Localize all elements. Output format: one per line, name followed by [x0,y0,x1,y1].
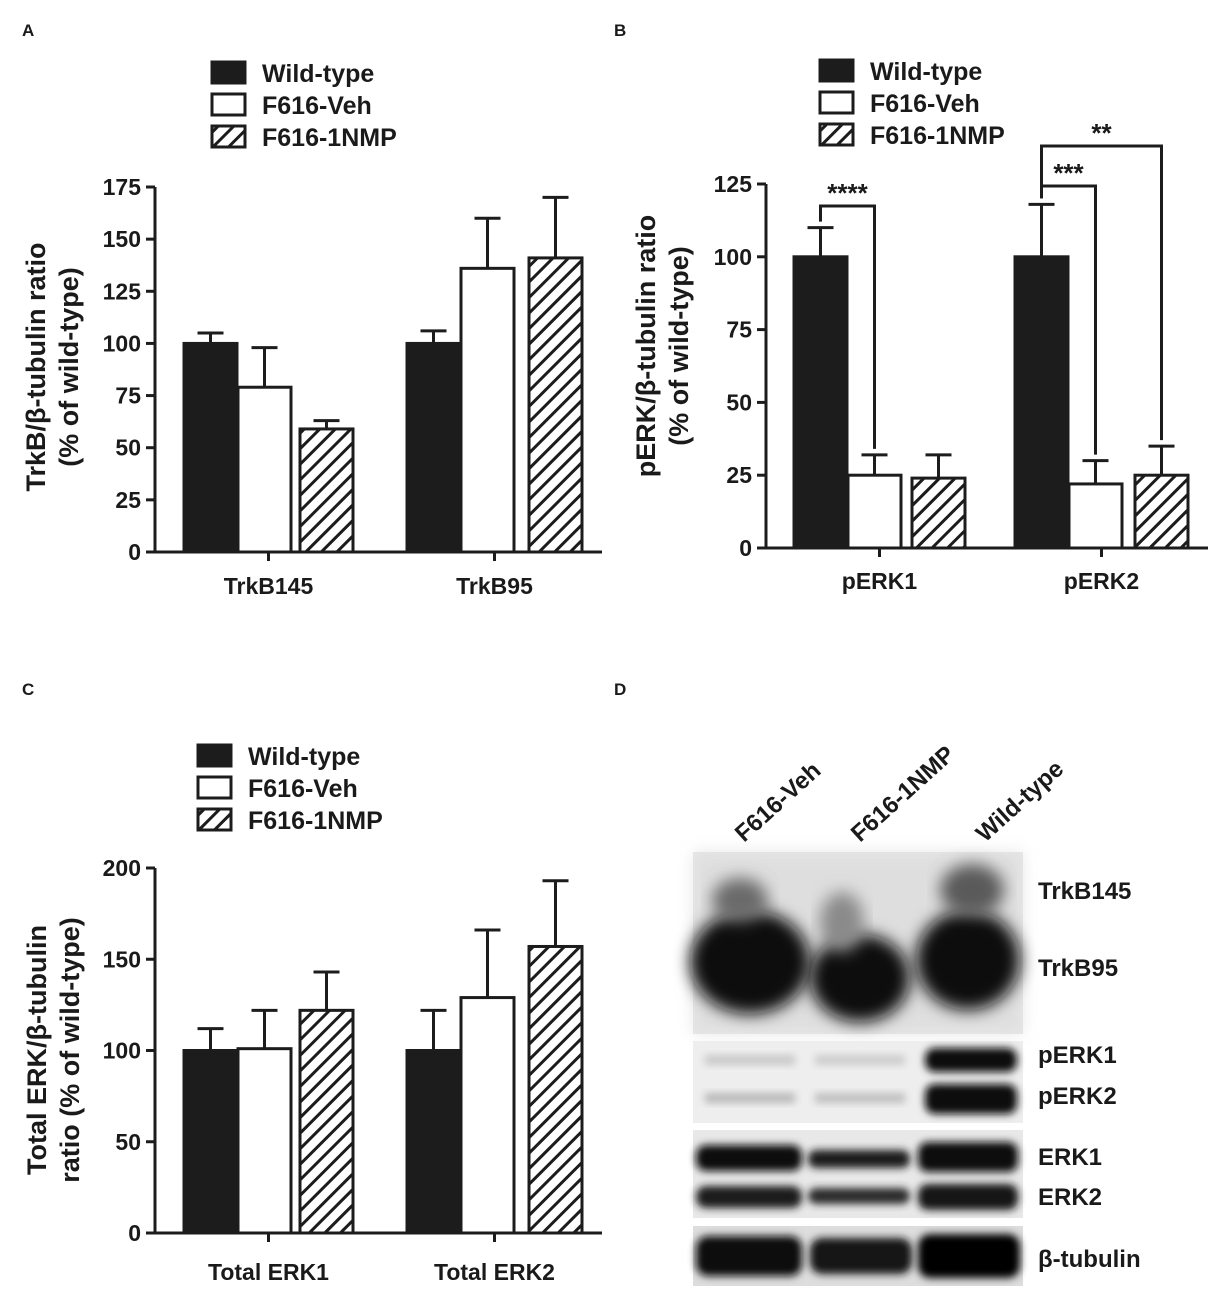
bar [1013,255,1070,550]
bar [459,996,516,1235]
y-tick-label: 50 [726,389,752,415]
blot-strip-erk [693,1130,1023,1218]
panel-letter-d: D [614,680,626,699]
y-tick-label: 125 [714,171,753,197]
bar [846,473,903,550]
lane-label-3: Wild-type [971,755,1069,847]
y-axis-title-line: pERK/β-tubulin ratio [631,215,661,477]
bar [1067,482,1124,550]
significance-label: **** [827,178,868,208]
chart-b: 0 25 50 75 100 125 pERK/β-tubulin ratio (% of w… [631,58,1208,594]
legend-swatch [210,124,247,149]
band-label-erk2: ERK2 [1038,1184,1102,1211]
y-tick-label: 150 [103,946,141,972]
y-tick-label: 50 [115,435,141,461]
y-tick-label: 100 [714,244,752,270]
bar [527,256,584,554]
legend-swatch [196,775,233,800]
bar [910,476,967,550]
legend-label: F616-1NMP [262,124,397,152]
significance-bracket [1040,144,1163,441]
band-label-perk2: pERK2 [1038,1083,1117,1110]
legend-swatch [818,58,855,83]
bar [182,1049,239,1235]
bar [792,255,849,550]
x-category-label: pERK1 [842,568,918,594]
legend-label: F616-Veh [870,90,980,118]
blot-strip-tubulin [693,1226,1023,1286]
bar [236,385,293,554]
chart-a: 0 25 50 75 100 125 150 175 TrkB/β-tubulin ratio(… [21,60,602,599]
band-label-trkb145: TrkB145 [1038,878,1131,905]
lane-label-2: F616-1NMP [846,741,960,848]
y-axis-title: TrkB/β-tubulin ratio (% of wild-type) [21,243,84,492]
legend-label: Wild-type [870,58,982,86]
x-category-label: TrkB95 [456,573,533,599]
panel-letter-c: C [22,680,34,699]
legend-swatch [818,122,855,147]
legend-label: Wild-type [248,743,360,771]
bar [459,266,516,554]
y-tick-label: 100 [103,1038,141,1064]
legend-label: F616-1NMP [870,122,1005,150]
legend-swatch [818,90,855,115]
bar [182,341,239,554]
y-axis-title-line: (% of wild-type) [664,246,694,445]
legend-label: F616-Veh [262,92,372,120]
y-tick-label: 175 [103,174,142,200]
bar [1133,473,1190,550]
y-axis-title: Total ERK/β-tubulin ratio (% of wild-type… [22,917,85,1183]
y-axis-title-line: ratio (% of wild-type) [55,917,85,1183]
band-label-tubulin: β-tubulin [1038,1246,1141,1273]
y-tick-label: 125 [103,278,142,304]
y-axis-title-line: (% of wild-type) [54,267,84,466]
legend-label: Wild-type [262,60,374,88]
bar [405,1049,462,1235]
y-axis-title: pERK/β-tubulin ratio (% of wild-type) [631,215,694,477]
bar [405,341,462,554]
bar [236,1047,293,1235]
bar [527,944,584,1235]
bar [298,1008,355,1235]
legend-swatch [196,807,233,832]
lane-label-1: F616-Veh [730,757,826,848]
blot-strip-trkb [690,852,1023,1034]
y-tick-label: 25 [726,462,752,488]
y-tick-label: 25 [115,487,141,513]
legend-swatch [210,92,247,117]
band-label-perk1: pERK1 [1038,1042,1117,1069]
y-tick-label: 150 [103,226,141,252]
legend-swatch [210,60,247,85]
significance-label: *** [1053,158,1084,188]
legend-label: F616-1NMP [248,807,383,835]
y-tick-label: 0 [128,539,141,565]
significance-label: ** [1091,118,1112,148]
band-label-erk1: ERK1 [1038,1144,1102,1171]
panel-letter-b: B [614,21,626,40]
x-category-label: Total ERK2 [434,1259,555,1285]
x-category-label: TrkB145 [224,573,314,599]
panel-letter-a: A [22,21,34,40]
band-label-trkb95: TrkB95 [1038,955,1118,982]
blot-strip-perk [693,1041,1023,1123]
legend-label: F616-Veh [248,775,358,803]
y-axis-title-line: Total ERK/β-tubulin [22,925,52,1175]
y-tick-label: 75 [726,317,752,343]
x-category-label: Total ERK1 [208,1259,329,1285]
y-tick-label: 200 [103,855,141,881]
y-tick-label: 0 [128,1220,141,1246]
significance-bracket [819,204,876,449]
western-blot: F616-Veh F616-1NMP Wild-type [690,741,1141,1286]
y-tick-label: 0 [739,535,752,561]
y-axis-title-line: TrkB/β-tubulin ratio [21,243,51,492]
y-tick-label: 75 [115,383,141,409]
chart-c: 0 50 100 150 200 Total ERK/β-tubulin ratio (% … [22,743,602,1285]
bar [298,427,355,554]
y-tick-label: 50 [115,1129,141,1155]
legend-swatch [196,743,233,768]
y-tick-label: 100 [103,330,141,356]
x-category-label: pERK2 [1064,568,1139,594]
